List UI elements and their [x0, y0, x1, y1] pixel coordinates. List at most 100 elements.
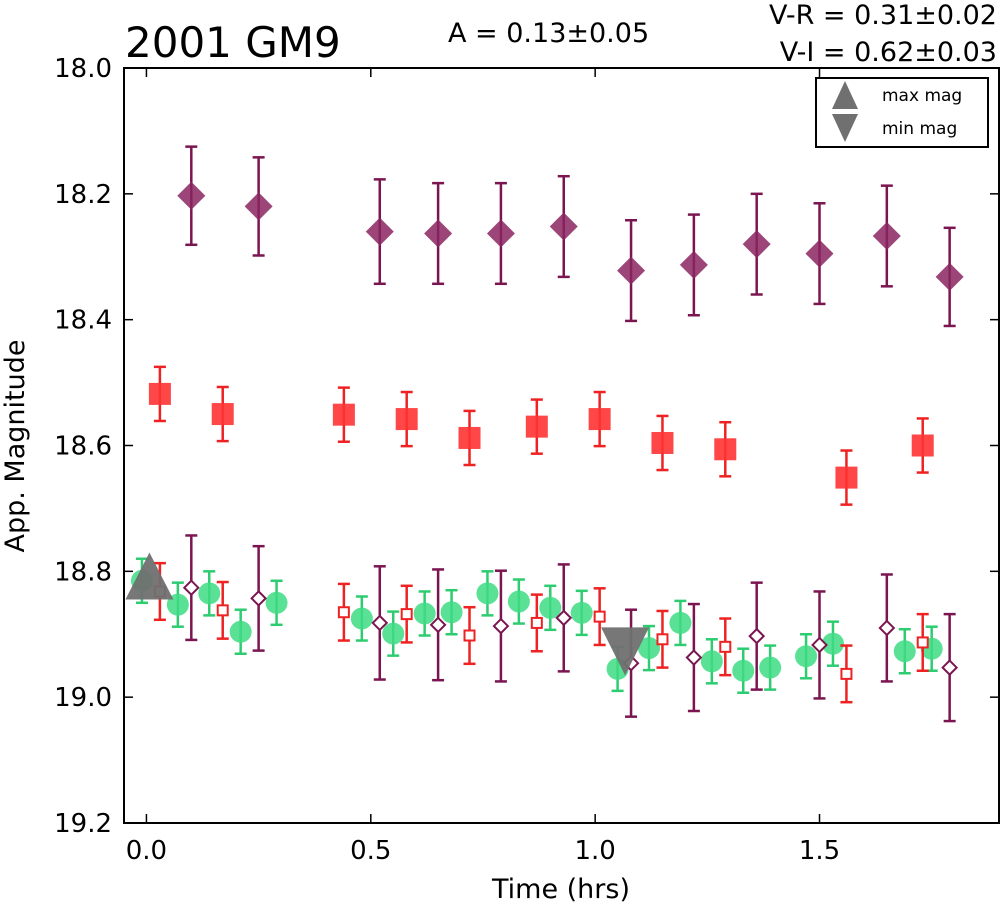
i-band-point	[365, 178, 394, 286]
r-shifted-point	[216, 580, 229, 640]
marker	[732, 659, 755, 682]
y-axis-label: App. Magnitude	[0, 340, 31, 553]
marker	[332, 403, 355, 426]
marker	[177, 181, 206, 210]
marker	[916, 636, 929, 649]
r-shifted-point	[400, 584, 413, 644]
r-shifted-point	[337, 582, 350, 642]
i-shifted-point	[811, 590, 828, 700]
legend-max-mag-icon	[832, 81, 858, 109]
i-shifted-point	[748, 581, 766, 691]
v-band-point	[476, 570, 499, 617]
i-band-point	[424, 181, 453, 286]
y-tick-label: 19.2	[54, 809, 112, 839]
i-shifted-point	[941, 612, 959, 723]
min-mag-marker	[601, 627, 650, 676]
i-shifted-point	[685, 602, 703, 713]
marker	[617, 256, 646, 285]
x-tick-label: 0.0	[126, 836, 167, 866]
legend-min-mag-icon	[832, 114, 858, 142]
i-band-point	[244, 156, 273, 257]
y-tick-label: 18.2	[54, 180, 112, 210]
marker	[429, 616, 447, 634]
marker	[588, 408, 611, 431]
r-shifted-point	[593, 587, 606, 647]
r-band-point	[651, 414, 674, 472]
v-band-point	[382, 610, 405, 657]
x-tick-label: 1.0	[574, 836, 615, 866]
marker	[893, 640, 916, 663]
marker	[486, 219, 515, 248]
marker	[759, 656, 782, 679]
i-band-point	[679, 213, 708, 317]
marker	[651, 431, 674, 454]
marker	[476, 582, 499, 605]
r-shifted-point	[530, 593, 543, 653]
v-band-point	[759, 644, 782, 691]
x-axis-label: Time (hrs)	[491, 874, 630, 904]
marker	[656, 633, 669, 646]
r-band-point	[332, 386, 355, 443]
i-band-point	[177, 145, 206, 247]
i-band-point	[617, 219, 646, 323]
r-band-point	[714, 420, 737, 478]
r-shifted-point	[719, 617, 732, 677]
marker	[685, 649, 703, 666]
v-band-point	[229, 608, 252, 656]
v-band-point	[795, 633, 818, 680]
v-band-point	[700, 638, 723, 685]
v-band-point	[732, 647, 755, 695]
legend: max mag min mag	[815, 77, 989, 148]
marker	[840, 667, 853, 680]
marker	[424, 219, 453, 248]
marker	[911, 434, 934, 457]
v-band-point	[440, 588, 463, 636]
marker	[748, 627, 766, 645]
marker	[835, 466, 858, 489]
marker	[216, 604, 229, 617]
axis-ticks: 0.0 0.5 1.0 1.5 18.0 18.2 18.4 18.6 18.8 19.0 19.2	[54, 54, 999, 866]
r-band-point	[148, 365, 171, 423]
marker	[719, 640, 732, 653]
marker	[265, 591, 288, 614]
marker	[400, 608, 413, 621]
legend-label-max-mag: max mag	[882, 86, 962, 106]
marker	[570, 601, 593, 624]
marker	[211, 403, 234, 426]
i-band-point	[549, 174, 578, 279]
r-band-point	[835, 449, 858, 506]
marker	[463, 629, 476, 642]
plot-frame	[123, 67, 1000, 824]
i-band-point	[486, 181, 515, 286]
marker	[148, 382, 171, 405]
i-shifted-point	[182, 534, 200, 642]
y-tick-label: 18.8	[54, 557, 112, 587]
marker	[679, 250, 708, 279]
r-band-point	[211, 385, 234, 443]
x-tick-label: 1.5	[799, 836, 840, 866]
v-band-point	[669, 599, 692, 647]
y-tick-label: 18.0	[54, 54, 112, 84]
marker	[742, 230, 771, 259]
marker	[365, 217, 394, 246]
x-tick-label: 0.5	[350, 836, 391, 866]
y-tick-label: 19.0	[54, 683, 112, 713]
r-shifted-point	[656, 609, 669, 669]
r-shifted-point	[463, 605, 476, 666]
marker	[935, 262, 964, 291]
marker	[795, 645, 818, 668]
r-band-point	[395, 390, 418, 448]
marker	[440, 601, 463, 624]
extrema-markers	[125, 552, 650, 676]
marker	[182, 579, 200, 597]
v-band-point	[570, 589, 593, 637]
marker	[700, 650, 723, 673]
r-shifted-point	[840, 644, 853, 704]
i-shifted-point	[492, 569, 510, 683]
marker	[941, 659, 959, 677]
marker	[382, 622, 405, 645]
r-band-point	[458, 409, 481, 467]
marker	[539, 596, 562, 619]
